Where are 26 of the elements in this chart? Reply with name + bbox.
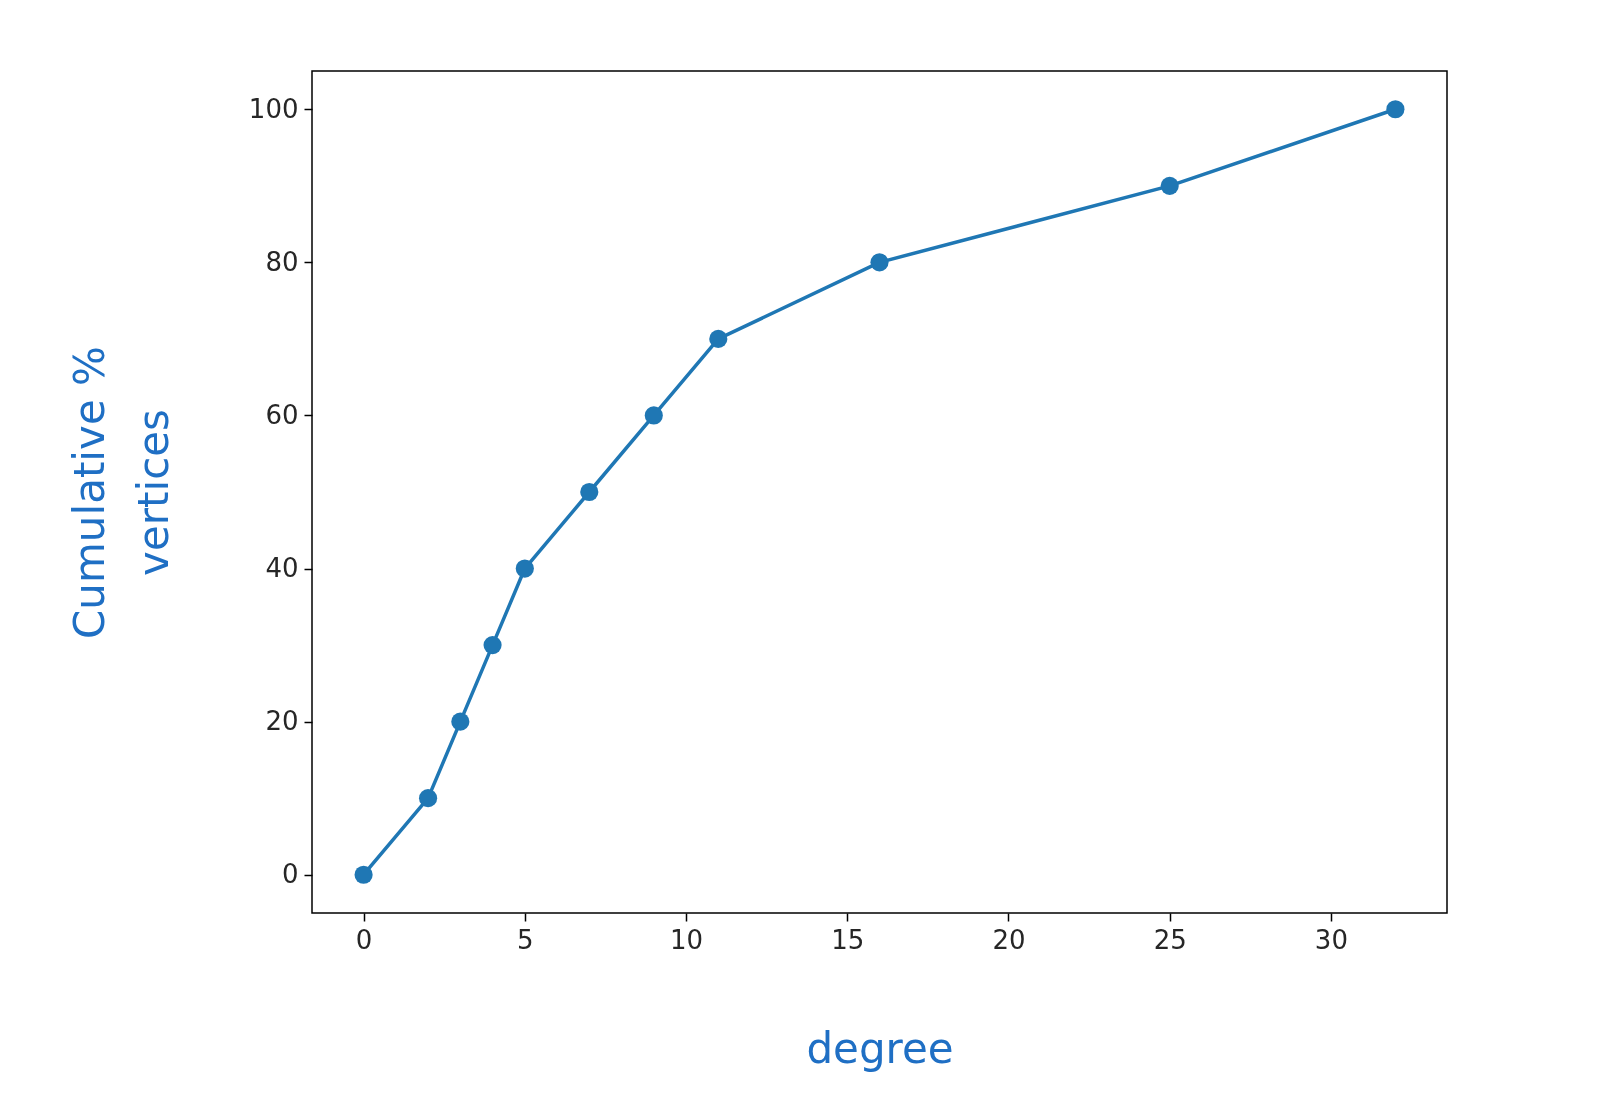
x-tick-label: 15 [831,924,865,955]
x-tick-label: 10 [669,924,704,955]
x-axis-title: degree [806,1023,954,1073]
point [451,712,470,731]
point [419,789,438,808]
point [354,865,373,884]
x-tick-label: 30 [1314,924,1348,955]
y-tick-label: 40 [265,553,299,584]
point [644,406,663,425]
point [515,559,534,578]
y-axis-title: Cumulative % vertices [64,346,178,639]
y-tick-label: 100 [248,93,299,124]
x-tick-label: 20 [992,924,1026,955]
point [580,482,599,502]
point [709,329,728,348]
y-tick-label: 80 [265,246,299,277]
x-tick-label: 0 [355,924,373,955]
x-tick-label: 5 [517,924,534,955]
point [1160,176,1179,195]
point [870,253,889,272]
point [483,636,502,655]
x-tick-label: 25 [1153,924,1187,955]
y-tick-label: 0 [281,859,299,890]
point [1386,100,1405,119]
y-tick-label: 20 [265,706,299,737]
y-tick-label: 60 [265,399,299,430]
